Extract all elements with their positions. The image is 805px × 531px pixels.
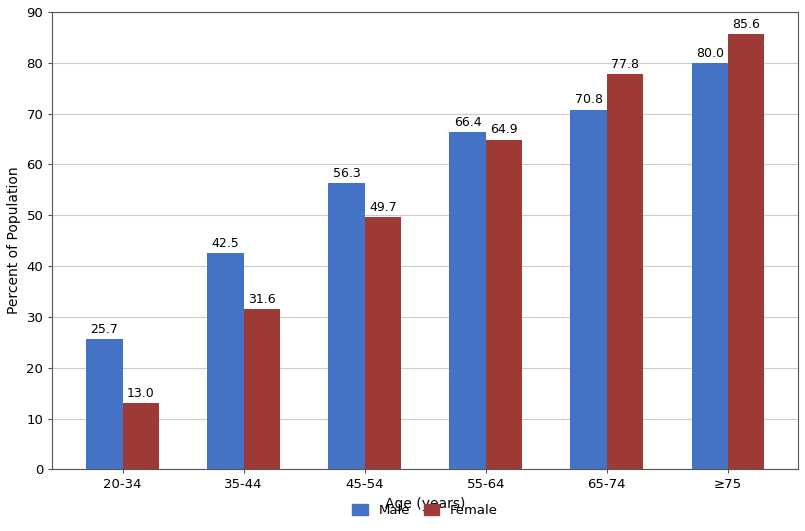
Text: 80.0: 80.0 [696, 47, 724, 59]
Text: 64.9: 64.9 [490, 123, 518, 136]
Legend: Male, Female: Male, Female [347, 499, 503, 522]
X-axis label: Age (years): Age (years) [385, 497, 465, 511]
Y-axis label: Percent of Population: Percent of Population [7, 167, 21, 314]
Text: 31.6: 31.6 [248, 293, 275, 306]
Bar [86, 339, 122, 469]
Text: 49.7: 49.7 [369, 201, 397, 213]
Text: 56.3: 56.3 [332, 167, 361, 180]
Bar [607, 74, 643, 469]
Bar [328, 183, 365, 469]
Text: 66.4: 66.4 [454, 116, 481, 129]
Bar [449, 132, 485, 469]
Text: 85.6: 85.6 [732, 18, 760, 31]
Text: 70.8: 70.8 [575, 93, 603, 107]
Bar [208, 253, 244, 469]
Bar [244, 309, 280, 469]
Bar [485, 140, 522, 469]
Bar [571, 109, 607, 469]
Text: 42.5: 42.5 [212, 237, 239, 250]
Text: 77.8: 77.8 [611, 58, 639, 71]
Text: 13.0: 13.0 [127, 387, 155, 400]
Text: 25.7: 25.7 [90, 323, 118, 336]
Bar [691, 63, 728, 469]
Bar [728, 35, 764, 469]
Bar [122, 403, 159, 469]
Bar [365, 217, 401, 469]
